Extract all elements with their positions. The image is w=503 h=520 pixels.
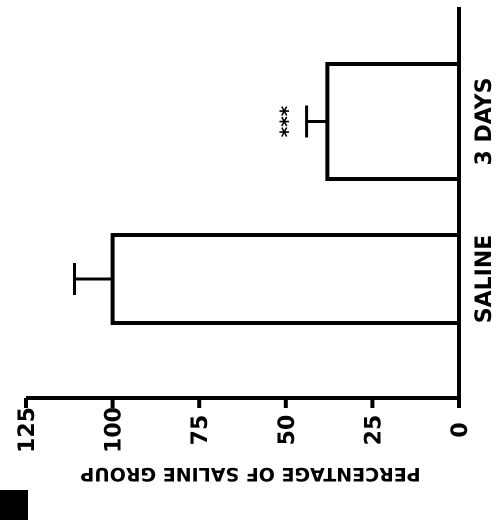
value-tick-label: 0 [448, 422, 473, 437]
significance-label: *** [276, 105, 300, 137]
category-label: 3 DAYS [472, 78, 497, 166]
category-label: SALINE [472, 235, 497, 324]
bar-saline [110, 233, 461, 325]
legend-swatch-icon [0, 490, 28, 520]
value-tick-label: 75 [188, 415, 213, 446]
value-tick-label: 50 [275, 415, 300, 446]
bar-3-days [325, 62, 462, 181]
label-layer: 0 25 50 75 100 125 SALINE 3 DAYS *** PERCENTAGE O… [15, 7, 497, 485]
value-axis-title: PERCENTAGE OF SALINE GROUP [80, 463, 420, 485]
value-tick-label: 100 [102, 407, 127, 453]
value-tick-label: 25 [361, 415, 386, 446]
value-tick-label: 125 [15, 407, 40, 453]
